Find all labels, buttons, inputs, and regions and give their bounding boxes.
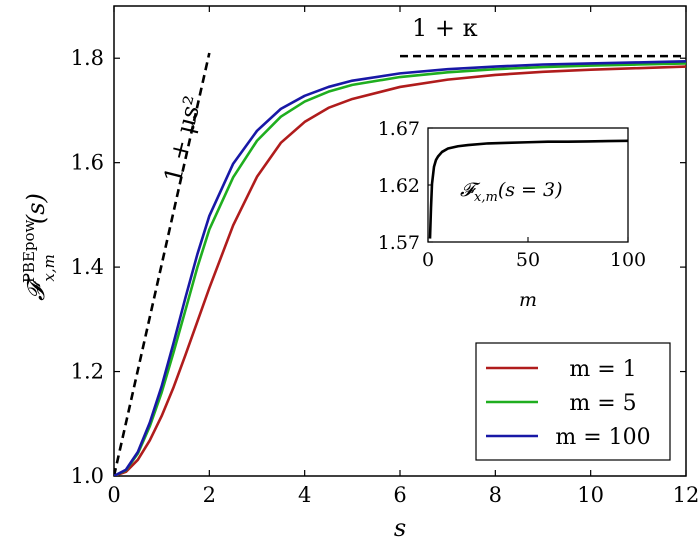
inset-y-tick-label: 1.57 bbox=[378, 232, 420, 254]
inset-title: 𝓕x,m(s = 3) bbox=[460, 179, 563, 205]
inset-y-tick-label: 1.67 bbox=[378, 118, 420, 140]
x-tick-label: 10 bbox=[577, 483, 604, 507]
inset-y-tick-label: 1.62 bbox=[378, 175, 420, 197]
x-tick-label: 12 bbox=[673, 483, 700, 507]
inset-title-arg: (s = 3) bbox=[498, 179, 563, 201]
inset-title-sub: x,m bbox=[474, 190, 498, 205]
inset-x-tick-label: 50 bbox=[516, 249, 540, 271]
inset-x-axis-label: m bbox=[519, 289, 537, 311]
x-tick-label: 2 bbox=[203, 483, 216, 507]
y-tick-label: 1.0 bbox=[71, 464, 104, 488]
inset-plot: 0 50 100 1.57 1.62 1.67 m 𝓕x,m(s = 3) bbox=[378, 118, 646, 311]
y-tick-label: 1.6 bbox=[71, 151, 104, 175]
y-tick-label: 1.4 bbox=[71, 255, 104, 279]
y-tick-label: 1.8 bbox=[71, 46, 104, 70]
y-axis-label-sub: x,m bbox=[40, 254, 58, 281]
x-tick-label: 0 bbox=[107, 483, 120, 507]
x-tick-label: 8 bbox=[489, 483, 502, 507]
legend: m = 1 m = 5 m = 100 bbox=[475, 342, 671, 461]
inset-x-tick-label: 100 bbox=[610, 249, 646, 271]
y-tick-label: 1.2 bbox=[71, 360, 104, 384]
annotation-quadratic: 1 + μs² bbox=[159, 93, 207, 185]
reference-line-1 bbox=[114, 52, 211, 476]
y-axis-label-arg: (s) bbox=[22, 193, 50, 224]
legend-label-1: m = 1 bbox=[569, 357, 636, 382]
y-axis-label-sup: PBEpow bbox=[20, 219, 38, 283]
legend-label-3: m = 100 bbox=[555, 425, 650, 450]
x-tick-label: 4 bbox=[298, 483, 311, 507]
series-line-2 bbox=[114, 62, 686, 476]
x-tick-label: 6 bbox=[393, 483, 406, 507]
annotation-kappa: 1 + κ bbox=[412, 14, 478, 42]
inset-series-line-1 bbox=[428, 139, 629, 239]
y-axis-label: 𝓕PBEpow x,m(s) bbox=[20, 193, 58, 301]
x-axis-label: s bbox=[394, 514, 406, 542]
legend-label-2: m = 5 bbox=[569, 391, 636, 416]
series-line-3 bbox=[114, 60, 686, 476]
series-line-1 bbox=[114, 65, 686, 476]
inset-x-tick-label: 0 bbox=[422, 249, 434, 271]
